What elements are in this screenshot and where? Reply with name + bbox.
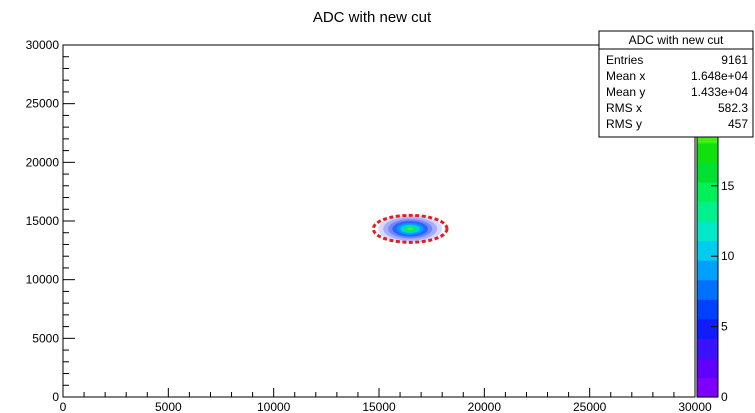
colorbar-segment xyxy=(697,201,718,222)
chart-title: ADC with new cut xyxy=(313,9,432,26)
x-tick-label: 25000 xyxy=(573,400,607,413)
adc-cluster xyxy=(371,213,449,244)
y-tick-label: 20000 xyxy=(26,155,60,169)
stats-value-entries: 9161 xyxy=(721,53,748,67)
y-tick-label: 15000 xyxy=(26,214,60,228)
stats-label-rms-y: RMS y xyxy=(606,117,642,131)
colorbar-segment xyxy=(697,357,718,379)
colorbar-segment xyxy=(697,377,718,398)
x-tick-label: 20000 xyxy=(468,400,502,413)
y-tick-label: 10000 xyxy=(26,273,60,287)
colorbar-tick-label: 15 xyxy=(721,179,735,193)
colorbar-segment xyxy=(697,279,718,300)
stats-label-rms-x: RMS x xyxy=(606,101,642,115)
x-tick-label: 5000 xyxy=(155,400,182,413)
stats-label-mean-x: Mean x xyxy=(606,69,645,83)
y-tick-label: 5000 xyxy=(32,331,59,345)
colorbar-segment xyxy=(697,221,718,242)
cut-ellipse xyxy=(371,213,449,244)
stats-box-title: ADC with new cut xyxy=(629,33,724,47)
stats-value-mean-y: 1.433e+04 xyxy=(691,85,748,99)
x-tick-label: 10000 xyxy=(257,400,291,413)
stats-value-rms-x: 582.3 xyxy=(718,101,748,115)
stats-value-rms-y: 457 xyxy=(728,117,748,131)
y-tick-label: 30000 xyxy=(26,38,60,52)
x-tick-label: 0 xyxy=(60,400,67,413)
stats-value-mean-x: 1.648e+04 xyxy=(691,69,748,83)
x-axis: 0 5000 10000 15000 20000 25000 30000 xyxy=(60,388,712,413)
x-tick-label: 15000 xyxy=(362,400,396,413)
x-tick-label: 30000 xyxy=(678,400,712,413)
colorbar-tick-label: 5 xyxy=(721,320,728,334)
y-axis: 0 5000 10000 15000 20000 25000 30000 xyxy=(26,38,75,404)
colorbar-segment xyxy=(697,260,718,281)
colorbar-tick-label: 10 xyxy=(721,249,735,263)
colorbar-segment xyxy=(697,338,718,359)
colorbar-segment xyxy=(697,240,718,261)
colorbar-segment xyxy=(697,318,718,339)
stats-label-entries: Entries xyxy=(606,53,643,67)
stats-box: ADC with new cut Entries 9161 Mean x 1.6… xyxy=(598,30,754,138)
colorbar-segment xyxy=(697,181,718,203)
y-tick-label: 0 xyxy=(52,390,59,404)
stats-label-mean-y: Mean y xyxy=(606,85,645,99)
colorbar-tick-label: 0 xyxy=(721,390,728,404)
colorbar-segment xyxy=(697,162,718,183)
cluster-density-level xyxy=(407,227,414,231)
colorbar-segment xyxy=(697,142,718,163)
y-tick-label: 25000 xyxy=(26,97,60,111)
colorbar-segment xyxy=(697,299,718,320)
